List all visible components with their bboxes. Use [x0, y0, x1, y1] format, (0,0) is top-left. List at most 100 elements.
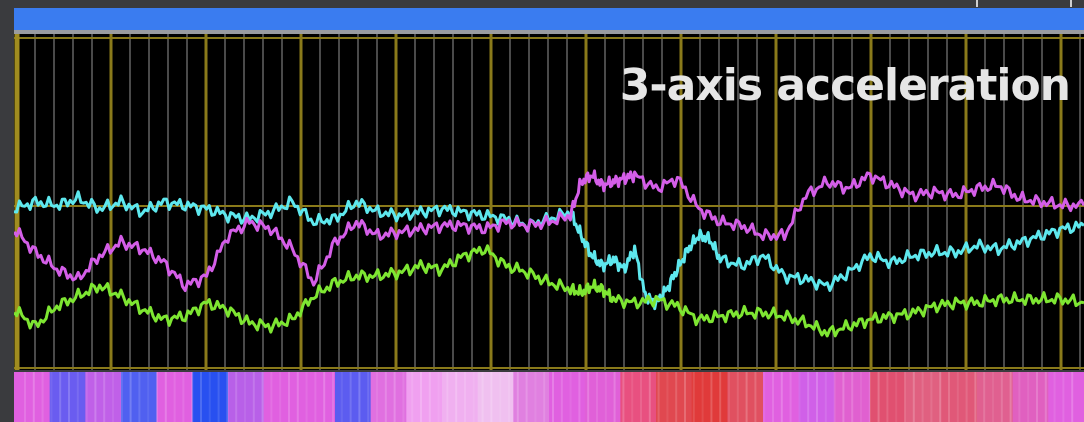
heat-stripe: [974, 372, 977, 422]
heat-band: [977, 372, 1014, 422]
heat-stripe: [904, 372, 906, 422]
heat-band: [442, 372, 479, 422]
heat-stripe: [596, 372, 598, 422]
heat-stripe: [279, 372, 282, 422]
heat-stripe: [525, 372, 528, 422]
acceleration-chart: 3-axis acceleration: [14, 34, 1084, 370]
heat-stripe: [24, 372, 26, 422]
heat-band: [549, 372, 586, 422]
heat-stripe: [543, 372, 546, 422]
heat-band: [584, 372, 622, 422]
heat-stripe: [807, 372, 810, 422]
heat-band: [156, 372, 194, 422]
heat-band: [763, 372, 800, 422]
heat-stripe: [129, 372, 132, 422]
heat-stripe: [877, 372, 880, 422]
heat-stripe: [666, 372, 669, 422]
heat-stripe: [860, 372, 862, 422]
heat-stripe: [235, 372, 238, 422]
heat-band: [798, 372, 836, 422]
heat-stripe: [684, 372, 686, 422]
heat-strip-bands: [14, 372, 1084, 422]
heat-stripe: [59, 372, 62, 422]
heat-stripe: [824, 372, 827, 422]
heat-stripe: [437, 372, 440, 422]
playback-progress-bar[interactable]: [14, 8, 1084, 36]
heat-band: [14, 372, 51, 422]
heat-stripe: [349, 372, 352, 422]
heat-stripe: [816, 372, 818, 422]
heat-stripe: [120, 372, 123, 422]
heat-stripe: [68, 372, 70, 422]
heat-band: [727, 372, 764, 422]
heat-band: [228, 372, 265, 422]
heat-stripe: [1036, 372, 1038, 422]
heat-stripe: [780, 372, 783, 422]
heat-stripe: [842, 372, 845, 422]
heat-stripe: [1071, 372, 1074, 422]
heat-stripe: [261, 372, 264, 422]
heat-stripe: [384, 372, 387, 422]
heat-stripe: [754, 372, 757, 422]
heat-stripe: [367, 372, 370, 422]
heat-stripe: [1027, 372, 1030, 422]
heat-stripe: [534, 372, 537, 422]
heat-band: [1012, 372, 1050, 422]
heat-stripe: [420, 372, 422, 422]
heat-band: [513, 372, 550, 422]
heat-stripe: [112, 372, 114, 422]
chart-title: 3-axis acceleration: [619, 60, 1071, 111]
heat-stripe: [1044, 372, 1047, 422]
heat-stripe: [613, 372, 616, 422]
heat-stripe: [499, 372, 502, 422]
heat-stripe: [481, 372, 484, 422]
heat-stripe: [332, 372, 334, 422]
heat-stripe: [76, 372, 79, 422]
heat-stripe: [701, 372, 704, 422]
heat-band: [121, 372, 158, 422]
heat-stripe: [948, 372, 950, 422]
heat-band: [620, 372, 657, 422]
heat-stripe: [728, 372, 730, 422]
heat-band: [656, 372, 693, 422]
scrubber-handle[interactable]: [976, 0, 1072, 7]
heat-stripe: [604, 372, 607, 422]
heat-stripe: [376, 372, 378, 422]
heat-band: [335, 372, 372, 422]
heat-stripe: [640, 372, 642, 422]
heat-band: [370, 372, 408, 422]
playback-progress-fill: [14, 8, 1084, 30]
heat-band: [691, 372, 729, 422]
heat-stripe: [1062, 372, 1065, 422]
heat-stripe: [288, 372, 290, 422]
heat-stripe: [798, 372, 801, 422]
heat-stripe: [992, 372, 994, 422]
heat-stripe: [569, 372, 572, 422]
heat-stripe: [94, 372, 97, 422]
heat-band: [834, 372, 871, 422]
heat-stripe: [411, 372, 414, 422]
heat-band: [870, 372, 907, 422]
heat-stripe: [965, 372, 968, 422]
heat-stripe: [833, 372, 836, 422]
heat-stripe: [358, 372, 361, 422]
heat-stripe: [719, 372, 722, 422]
heat-stripe: [41, 372, 44, 422]
heat-stripe: [745, 372, 748, 422]
heat-stripe: [490, 372, 493, 422]
heat-band: [1048, 372, 1084, 422]
heat-stripe: [578, 372, 581, 422]
heat-stripe: [217, 372, 220, 422]
heat-stripe: [930, 372, 933, 422]
heat-band: [406, 372, 443, 422]
heat-stripe: [983, 372, 986, 422]
heat-stripe: [270, 372, 273, 422]
heat-stripe: [191, 372, 194, 422]
heat-band: [905, 372, 943, 422]
heat-stripe: [1018, 372, 1021, 422]
heat-stripe: [472, 372, 475, 422]
heat-stripe: [772, 372, 774, 422]
heat-stripe: [208, 372, 211, 422]
heat-stripe: [50, 372, 53, 422]
